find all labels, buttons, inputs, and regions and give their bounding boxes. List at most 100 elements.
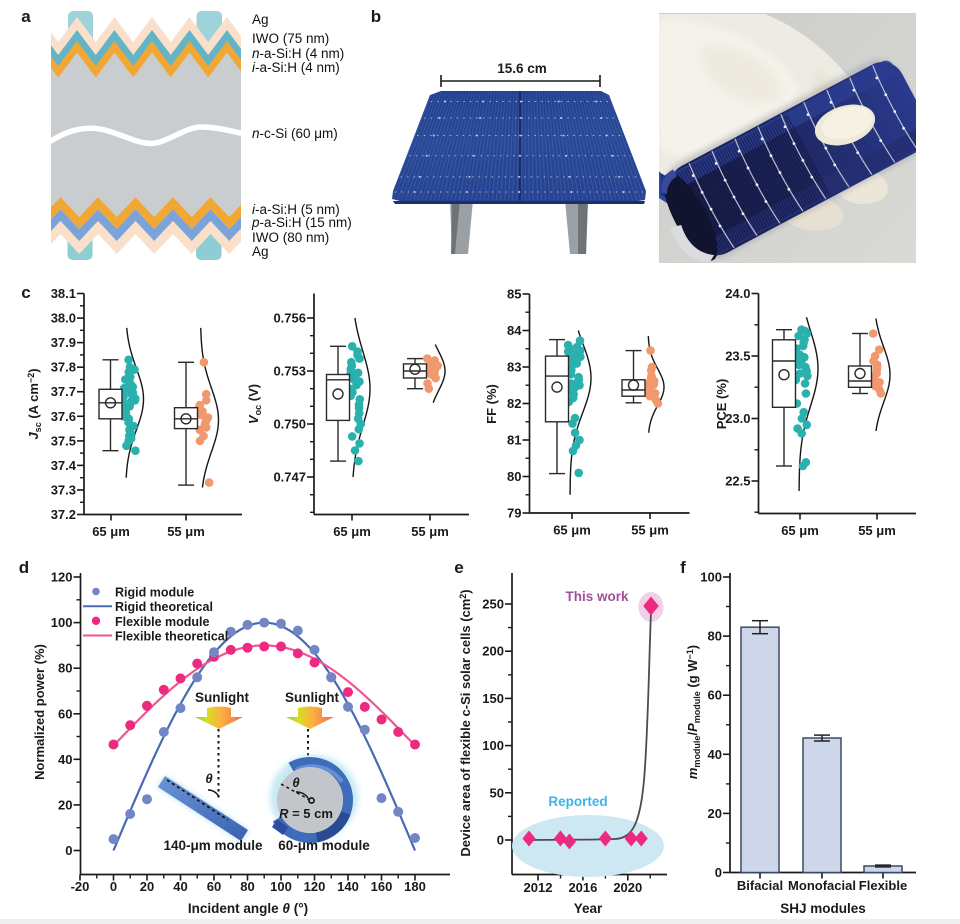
svg-text:37.4: 37.4: [51, 458, 77, 473]
svg-text:Ag: Ag: [252, 244, 269, 259]
svg-text:20: 20: [708, 806, 722, 821]
svg-text:Ag: Ag: [252, 12, 269, 27]
svg-text:55 μm: 55 μm: [631, 523, 669, 538]
svg-text:p-a-Si:H (15 nm): p-a-Si:H (15 nm): [251, 215, 352, 230]
svg-text:100: 100: [482, 738, 504, 753]
svg-text:60: 60: [708, 688, 722, 703]
svg-text:15.6 cm: 15.6 cm: [497, 61, 547, 76]
svg-text:-20: -20: [71, 879, 90, 894]
svg-text:mmodule/Pmodule (g W−1): mmodule/Pmodule (g W−1): [685, 645, 702, 779]
svg-text:IWO (80 nm): IWO (80 nm): [252, 230, 329, 245]
svg-text:n-c-Si (60 μm): n-c-Si (60 μm): [252, 126, 338, 141]
svg-text:This work: This work: [565, 589, 629, 604]
svg-text:Flexible module: Flexible module: [115, 615, 210, 629]
svg-text:Device area of flexible c-Si s: Device area of flexible c-Si solar cells…: [458, 589, 473, 856]
svg-text:i-a-Si:H (4 nm): i-a-Si:H (4 nm): [252, 60, 340, 75]
svg-text:0.750: 0.750: [273, 417, 306, 432]
svg-text:R = 5 cm: R = 5 cm: [279, 806, 333, 821]
svg-text:0: 0: [110, 879, 117, 894]
svg-text:c: c: [21, 283, 30, 302]
svg-text:n-a-Si:H (4 nm): n-a-Si:H (4 nm): [252, 46, 344, 61]
svg-text:θ: θ: [292, 775, 299, 790]
svg-text:Jsc (A cm−2): Jsc (A cm−2): [26, 368, 43, 439]
svg-text:40: 40: [58, 752, 72, 767]
svg-text:37.3: 37.3: [51, 482, 76, 497]
svg-text:140: 140: [337, 879, 359, 894]
svg-text:50: 50: [490, 785, 504, 800]
svg-text:140-μm module: 140-μm module: [163, 838, 263, 853]
svg-text:Rigid theoretical: Rigid theoretical: [115, 600, 213, 614]
svg-text:80: 80: [507, 469, 521, 484]
svg-text:84: 84: [507, 323, 522, 338]
svg-text:20: 20: [140, 879, 154, 894]
svg-text:37.8: 37.8: [51, 360, 76, 375]
svg-text:80: 80: [58, 661, 72, 676]
svg-text:65 μm: 65 μm: [553, 523, 591, 538]
svg-text:23.5: 23.5: [725, 349, 750, 364]
svg-text:Reported: Reported: [548, 794, 607, 809]
svg-text:120: 120: [51, 570, 73, 585]
svg-text:0: 0: [715, 865, 722, 880]
svg-text:37.6: 37.6: [51, 409, 76, 424]
svg-text:e: e: [454, 558, 463, 577]
svg-text:Sunlight: Sunlight: [285, 690, 339, 705]
svg-text:0: 0: [65, 843, 72, 858]
svg-text:Monofacial: Monofacial: [788, 878, 856, 893]
svg-text:FF (%): FF (%): [484, 384, 499, 424]
svg-text:2012: 2012: [524, 880, 553, 895]
svg-text:83: 83: [507, 360, 521, 375]
svg-text:37.2: 37.2: [51, 507, 76, 522]
svg-text:150: 150: [482, 691, 504, 706]
svg-text:38.1: 38.1: [51, 286, 76, 301]
svg-text:80: 80: [240, 879, 254, 894]
svg-text:f: f: [680, 558, 686, 577]
svg-text:100: 100: [51, 615, 73, 630]
svg-text:θ: θ: [205, 771, 212, 786]
svg-text:0.753: 0.753: [273, 364, 306, 379]
svg-text:23.0: 23.0: [725, 411, 750, 426]
svg-text:55 μm: 55 μm: [858, 523, 896, 538]
svg-text:Sunlight: Sunlight: [195, 690, 249, 705]
svg-text:0.747: 0.747: [273, 470, 306, 485]
svg-text:a: a: [21, 7, 31, 26]
svg-text:100: 100: [700, 570, 722, 585]
svg-text:37.5: 37.5: [51, 433, 76, 448]
svg-text:79: 79: [507, 506, 521, 521]
svg-text:38.0: 38.0: [51, 311, 76, 326]
svg-text:160: 160: [371, 879, 393, 894]
svg-text:SHJ modules: SHJ modules: [780, 901, 866, 916]
svg-text:55 μm: 55 μm: [167, 524, 205, 539]
svg-text:120: 120: [304, 879, 326, 894]
svg-text:20: 20: [58, 797, 72, 812]
svg-text:b: b: [371, 7, 381, 26]
svg-text:80: 80: [708, 629, 722, 644]
svg-text:60: 60: [58, 706, 72, 721]
svg-text:2020: 2020: [613, 880, 642, 895]
svg-text:Flexible theoretical: Flexible theoretical: [115, 629, 228, 643]
svg-text:200: 200: [482, 644, 504, 659]
svg-text:d: d: [19, 558, 29, 577]
svg-text:60-μm module: 60-μm module: [278, 838, 370, 853]
svg-text:2016: 2016: [568, 880, 597, 895]
svg-text:40: 40: [708, 747, 722, 762]
svg-text:Voc (V): Voc (V): [246, 384, 263, 424]
svg-text:IWO (75 nm): IWO (75 nm): [252, 31, 329, 46]
svg-text:PCE (%): PCE (%): [714, 379, 729, 430]
svg-text:81: 81: [507, 433, 521, 448]
svg-text:82: 82: [507, 396, 521, 411]
svg-text:Incident angle θ (°): Incident angle θ (°): [188, 901, 308, 916]
svg-text:0: 0: [497, 833, 504, 848]
svg-text:37.7: 37.7: [51, 384, 76, 399]
svg-text:180: 180: [404, 879, 426, 894]
svg-text:Rigid module: Rigid module: [115, 586, 194, 600]
svg-text:65 μm: 65 μm: [92, 524, 130, 539]
svg-text:24.0: 24.0: [725, 286, 750, 301]
svg-text:60: 60: [207, 879, 221, 894]
svg-text:65 μm: 65 μm: [333, 524, 371, 539]
svg-text:Normalized power (%): Normalized power (%): [32, 644, 47, 780]
svg-text:Flexible: Flexible: [859, 878, 907, 893]
svg-text:i-a-Si:H (5 nm): i-a-Si:H (5 nm): [252, 202, 340, 217]
svg-text:Bifacial: Bifacial: [737, 878, 783, 893]
svg-text:250: 250: [482, 597, 504, 612]
svg-text:40: 40: [173, 879, 187, 894]
